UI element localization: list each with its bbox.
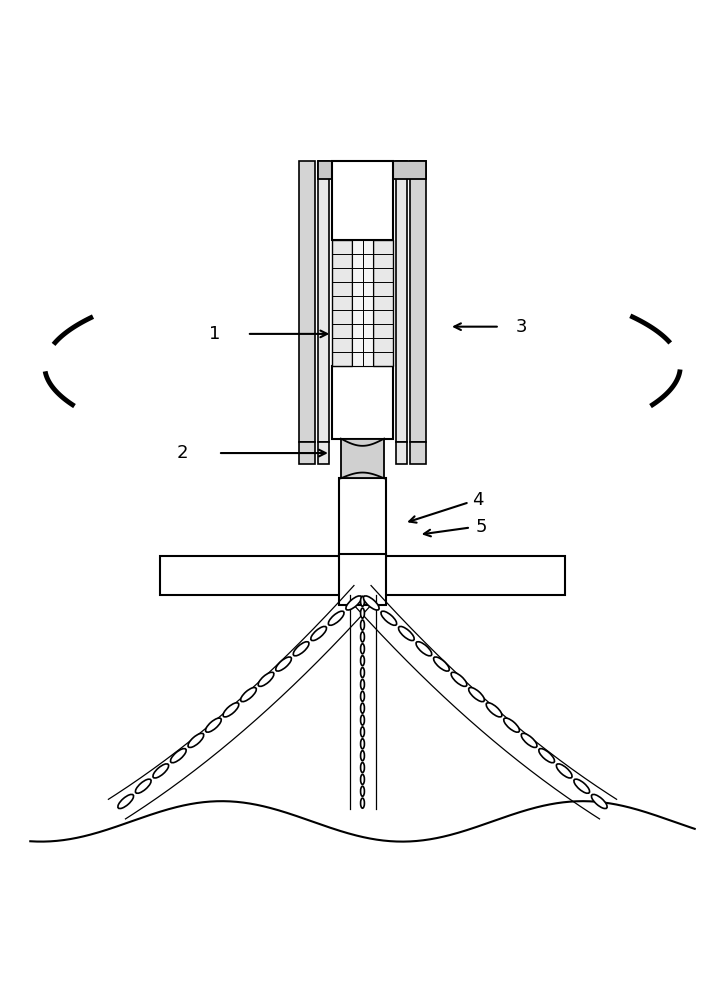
Bar	[160, 556, 565, 595]
Text: 4: 4	[472, 491, 484, 509]
Ellipse shape	[360, 751, 365, 761]
Ellipse shape	[360, 620, 365, 630]
Ellipse shape	[258, 672, 274, 686]
Ellipse shape	[276, 657, 291, 671]
Ellipse shape	[360, 667, 365, 678]
Ellipse shape	[311, 626, 326, 641]
Ellipse shape	[434, 657, 449, 671]
Ellipse shape	[360, 703, 365, 713]
Ellipse shape	[293, 642, 309, 656]
Ellipse shape	[360, 656, 365, 666]
Ellipse shape	[468, 688, 484, 702]
Ellipse shape	[170, 749, 186, 763]
Ellipse shape	[360, 608, 365, 618]
Ellipse shape	[360, 762, 365, 773]
Ellipse shape	[399, 626, 414, 641]
Ellipse shape	[206, 718, 221, 732]
Text: 3: 3	[515, 318, 527, 336]
Ellipse shape	[360, 632, 365, 642]
Bar	[318, 442, 329, 464]
Ellipse shape	[504, 718, 519, 732]
Ellipse shape	[136, 779, 151, 793]
Ellipse shape	[241, 688, 257, 702]
Text: 5: 5	[476, 518, 487, 536]
Ellipse shape	[153, 764, 169, 778]
Bar	[332, 366, 393, 439]
Ellipse shape	[556, 764, 572, 778]
Bar	[318, 161, 426, 179]
Ellipse shape	[451, 672, 467, 686]
Ellipse shape	[416, 642, 432, 656]
Ellipse shape	[360, 715, 365, 725]
Bar	[352, 240, 373, 366]
Bar	[396, 442, 407, 464]
Ellipse shape	[592, 794, 607, 809]
Ellipse shape	[363, 596, 379, 610]
Bar	[332, 240, 352, 366]
Bar	[318, 161, 329, 442]
Bar	[299, 442, 315, 464]
Ellipse shape	[346, 596, 362, 610]
Bar	[396, 161, 407, 442]
Ellipse shape	[360, 596, 365, 606]
Ellipse shape	[360, 679, 365, 689]
Bar	[373, 240, 393, 366]
Bar	[339, 478, 386, 558]
Text: 2: 2	[176, 444, 188, 462]
Text: 1: 1	[209, 325, 220, 343]
Ellipse shape	[360, 727, 365, 737]
Ellipse shape	[574, 779, 589, 793]
Bar	[339, 554, 386, 605]
Ellipse shape	[360, 644, 365, 654]
Bar	[332, 161, 393, 240]
Bar	[410, 161, 426, 442]
Bar	[410, 442, 426, 464]
Ellipse shape	[328, 611, 344, 625]
Ellipse shape	[360, 691, 365, 701]
Ellipse shape	[360, 739, 365, 749]
Ellipse shape	[360, 774, 365, 784]
Ellipse shape	[360, 786, 365, 796]
Ellipse shape	[521, 733, 537, 747]
Ellipse shape	[223, 703, 239, 717]
Bar	[341, 439, 384, 478]
Ellipse shape	[118, 794, 133, 809]
Ellipse shape	[381, 611, 397, 625]
Ellipse shape	[188, 733, 204, 747]
Ellipse shape	[486, 703, 502, 717]
Ellipse shape	[360, 798, 365, 808]
Bar	[299, 161, 315, 442]
Ellipse shape	[539, 749, 555, 763]
